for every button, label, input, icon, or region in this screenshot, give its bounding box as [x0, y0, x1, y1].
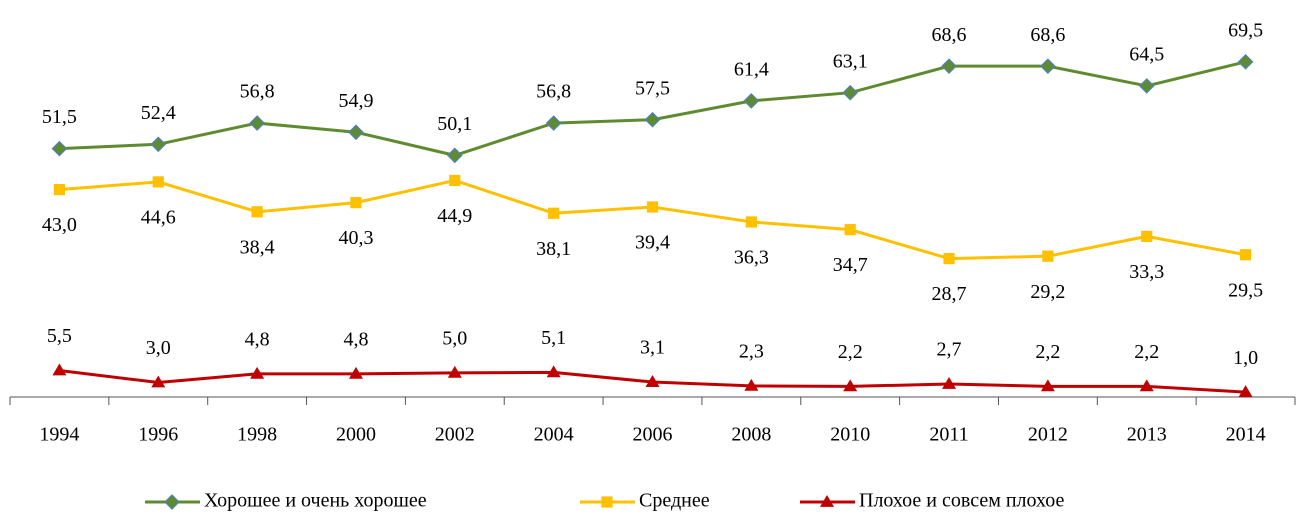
data-label: 57,5 — [635, 77, 670, 99]
data-label: 3,1 — [640, 337, 665, 359]
series-line — [59, 60, 1246, 157]
data-point — [250, 366, 265, 379]
x-tick-label: 1994 — [39, 424, 79, 446]
data-point — [1040, 58, 1056, 75]
data-label: 29,5 — [1228, 279, 1263, 301]
data-label: 64,5 — [1129, 44, 1164, 66]
data-point — [646, 201, 659, 213]
data-point — [1141, 230, 1153, 243]
data-point — [844, 224, 856, 236]
data-point — [942, 376, 957, 389]
x-tick-label: 2000 — [336, 424, 376, 446]
data-point — [743, 93, 760, 109]
legend-marker — [164, 494, 180, 510]
legend-label: Плохое и совсем плохое — [859, 490, 1065, 512]
x-tick-label: 2011 — [929, 424, 968, 446]
data-label: 2,2 — [838, 341, 863, 363]
data-point — [1138, 78, 1155, 94]
data-label: 33,3 — [1129, 261, 1164, 283]
data-label: 43,0 — [42, 214, 77, 236]
data-label: 34,7 — [833, 254, 868, 276]
data-point — [1239, 249, 1252, 261]
data-label: 68,6 — [1030, 24, 1065, 46]
data-point — [1139, 379, 1154, 392]
data-label: 52,4 — [141, 102, 176, 124]
data-label: 69,5 — [1228, 19, 1263, 41]
data-label: 5,0 — [442, 327, 467, 349]
data-label: 36,3 — [734, 247, 769, 269]
data-label: 29,2 — [1030, 281, 1065, 303]
data-label: 51,5 — [42, 106, 77, 128]
legend-marker — [820, 495, 834, 507]
x-tick-label: 1996 — [138, 424, 178, 446]
data-point — [645, 375, 660, 387]
data-label: 2,3 — [739, 341, 764, 363]
data-label: 61,4 — [734, 58, 769, 80]
data-label: 68,6 — [932, 24, 967, 46]
data-point — [350, 197, 362, 209]
data-label: 44,6 — [141, 207, 176, 229]
data-point — [152, 176, 164, 188]
data-point — [449, 174, 461, 187]
data-label: 28,7 — [932, 283, 967, 305]
data-label: 2,7 — [937, 339, 962, 361]
data-label: 44,9 — [437, 205, 472, 227]
data-label: 56,8 — [536, 81, 571, 103]
legend-label: Среднее — [639, 490, 710, 512]
data-point — [348, 124, 364, 141]
data-point — [842, 84, 859, 101]
x-tick-label: 2004 — [534, 424, 574, 446]
x-tick-label: 2014 — [1226, 424, 1266, 446]
data-label: 5,1 — [541, 327, 566, 349]
data-point — [1238, 385, 1253, 398]
data-label: 2,2 — [1134, 341, 1159, 363]
x-tick-label: 2006 — [633, 424, 673, 446]
data-point — [348, 366, 363, 379]
data-point — [251, 206, 263, 218]
data-point — [446, 147, 463, 164]
data-point — [546, 365, 561, 378]
data-point — [545, 115, 562, 131]
data-point — [447, 365, 462, 378]
data-point — [53, 184, 66, 196]
data-label: 3,0 — [146, 337, 171, 359]
data-label: 38,4 — [240, 236, 275, 258]
x-tick-label: 2012 — [1028, 424, 1068, 446]
data-point — [644, 111, 661, 128]
data-point — [941, 58, 957, 75]
data-label: 4,8 — [245, 328, 270, 350]
data-point — [150, 136, 167, 153]
x-tick-label: 2010 — [830, 424, 870, 446]
data-point — [548, 207, 560, 219]
data-point — [843, 379, 858, 392]
legend-label: Хорошее и очень хорошее — [204, 490, 427, 512]
data-point — [1040, 379, 1055, 392]
data-point — [1237, 53, 1254, 70]
data-label: 56,8 — [240, 81, 275, 103]
data-label: 40,3 — [338, 227, 373, 249]
x-tick-label: 2013 — [1127, 424, 1167, 446]
data-label: 63,1 — [833, 50, 868, 72]
data-label: 4,8 — [343, 328, 368, 350]
data-point — [745, 216, 757, 228]
legend-marker — [601, 496, 613, 508]
data-point — [943, 252, 955, 265]
data-point — [52, 363, 67, 376]
data-label: 2,2 — [1035, 341, 1060, 363]
data-label: 54,9 — [338, 90, 373, 112]
x-tick-label: 2002 — [435, 424, 475, 446]
data-point — [744, 378, 759, 391]
data-point — [151, 375, 166, 388]
data-label: 38,1 — [536, 238, 571, 260]
data-label: 50,1 — [437, 113, 472, 135]
data-label: 5,5 — [47, 325, 72, 347]
data-label: 39,4 — [635, 232, 670, 254]
data-point — [1042, 250, 1054, 262]
data-label: 1,0 — [1233, 347, 1258, 369]
data-point — [51, 140, 68, 157]
x-tick-label: 1998 — [237, 424, 277, 446]
x-tick-label: 2008 — [731, 424, 771, 446]
data-point — [249, 115, 265, 131]
